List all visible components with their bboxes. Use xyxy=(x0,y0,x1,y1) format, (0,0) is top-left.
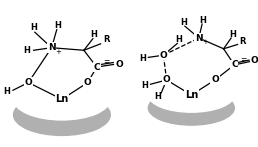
Text: O: O xyxy=(25,78,32,87)
Text: +: + xyxy=(56,49,62,55)
Text: H: H xyxy=(229,30,236,39)
Text: H: H xyxy=(142,81,149,90)
Text: O: O xyxy=(115,60,123,69)
Text: N: N xyxy=(195,34,203,42)
Ellipse shape xyxy=(14,94,110,135)
Text: H: H xyxy=(30,23,37,32)
Text: O: O xyxy=(251,56,258,65)
Text: H: H xyxy=(3,87,10,96)
Text: H: H xyxy=(175,35,182,44)
Text: O: O xyxy=(84,78,92,87)
Text: H: H xyxy=(24,46,30,55)
Text: C: C xyxy=(93,63,100,72)
Ellipse shape xyxy=(14,79,110,120)
Text: R: R xyxy=(103,35,110,44)
Text: =: = xyxy=(103,57,110,66)
Text: N: N xyxy=(48,43,55,52)
Text: O: O xyxy=(159,51,167,60)
Ellipse shape xyxy=(148,91,234,125)
Text: O: O xyxy=(163,75,171,84)
Text: H: H xyxy=(140,54,146,63)
Text: =: = xyxy=(240,55,246,64)
Text: H: H xyxy=(200,16,207,25)
Text: +: + xyxy=(202,39,208,45)
Text: O: O xyxy=(211,75,219,84)
Text: R: R xyxy=(240,37,246,46)
Text: H: H xyxy=(55,21,61,30)
Text: Ln: Ln xyxy=(185,90,198,100)
Text: H: H xyxy=(90,30,97,39)
Text: C: C xyxy=(231,60,238,69)
Text: H: H xyxy=(180,18,187,27)
Text: Ln: Ln xyxy=(55,94,69,104)
Text: H: H xyxy=(154,92,161,101)
Ellipse shape xyxy=(148,78,234,112)
